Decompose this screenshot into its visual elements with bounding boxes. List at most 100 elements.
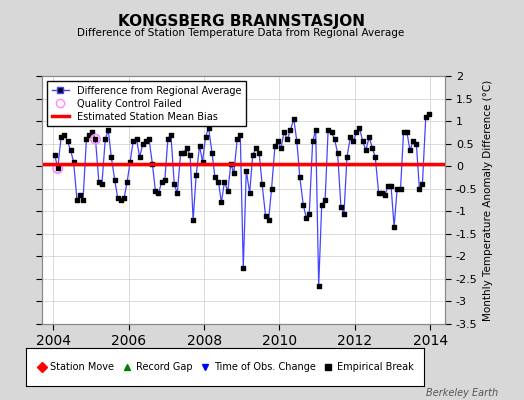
Point xyxy=(314,282,323,289)
Point xyxy=(274,138,282,144)
Point xyxy=(292,138,301,144)
Point xyxy=(280,129,288,136)
Point xyxy=(255,150,264,156)
Point xyxy=(177,150,185,156)
Point xyxy=(85,132,94,138)
Point xyxy=(53,165,62,172)
Y-axis label: Monthly Temperature Anomaly Difference (°C): Monthly Temperature Anomaly Difference (… xyxy=(483,79,493,321)
Point xyxy=(330,136,339,142)
Point xyxy=(305,210,313,217)
Point xyxy=(399,129,408,136)
Point xyxy=(375,190,383,196)
Point xyxy=(76,192,84,199)
Point xyxy=(371,154,379,160)
Point xyxy=(170,181,179,188)
Point xyxy=(208,150,216,156)
Legend: Difference from Regional Average, Quality Control Failed, Estimated Station Mean: Difference from Regional Average, Qualit… xyxy=(47,81,246,126)
Point xyxy=(204,125,213,131)
Point xyxy=(258,181,266,188)
Point xyxy=(406,147,414,154)
Point xyxy=(192,172,200,178)
Point xyxy=(299,201,308,208)
Point xyxy=(135,154,144,160)
Point xyxy=(88,129,96,136)
Point xyxy=(252,145,260,151)
Point xyxy=(53,165,62,172)
Point xyxy=(73,197,81,203)
Point xyxy=(57,134,66,140)
Point xyxy=(163,136,172,142)
Point xyxy=(199,158,207,165)
Point xyxy=(180,150,188,156)
Point xyxy=(91,136,100,142)
Point xyxy=(333,150,342,156)
Point xyxy=(390,224,398,230)
Point xyxy=(139,140,147,147)
Point xyxy=(60,132,68,138)
Point xyxy=(309,138,317,144)
Point xyxy=(126,158,134,165)
Point xyxy=(403,129,411,136)
Point xyxy=(91,136,100,142)
Point xyxy=(340,210,348,217)
Point xyxy=(422,113,430,120)
Point xyxy=(349,138,357,144)
Point xyxy=(318,201,326,208)
Point xyxy=(286,127,294,133)
Point xyxy=(380,192,389,199)
Point xyxy=(227,161,235,167)
Point xyxy=(133,136,141,142)
Point xyxy=(211,174,219,181)
Point xyxy=(182,145,191,151)
Point xyxy=(186,152,194,158)
Point xyxy=(195,143,204,149)
Point xyxy=(224,188,232,194)
Point xyxy=(220,179,228,185)
Point xyxy=(362,147,370,154)
Point xyxy=(148,161,157,167)
Point xyxy=(283,136,291,142)
Legend: Station Move, Record Gap, Time of Obs. Change, Empirical Break: Station Move, Record Gap, Time of Obs. C… xyxy=(33,358,418,376)
Point xyxy=(328,129,336,136)
Point xyxy=(236,132,245,138)
Point xyxy=(337,204,345,210)
Point xyxy=(201,134,210,140)
Point xyxy=(123,179,132,185)
Point xyxy=(142,138,150,144)
Point xyxy=(214,179,223,185)
Point xyxy=(248,152,257,158)
Point xyxy=(418,181,427,188)
Point xyxy=(230,170,238,176)
Point xyxy=(358,138,367,144)
Point xyxy=(104,127,113,133)
Point xyxy=(346,134,355,140)
Point xyxy=(161,176,169,183)
Point xyxy=(145,136,153,142)
Point xyxy=(387,183,395,190)
Point xyxy=(246,190,254,196)
Point xyxy=(264,217,272,224)
Point xyxy=(111,176,119,183)
Point xyxy=(120,194,128,201)
Point xyxy=(409,138,417,144)
Point xyxy=(69,158,78,165)
Point xyxy=(79,197,87,203)
Point xyxy=(355,125,364,131)
Point xyxy=(277,145,285,151)
Point xyxy=(302,215,310,221)
Point xyxy=(154,190,162,196)
Point xyxy=(101,136,110,142)
Point xyxy=(233,136,242,142)
Point xyxy=(412,140,421,147)
Point xyxy=(393,186,401,192)
Point xyxy=(239,264,247,271)
Point xyxy=(321,197,329,203)
Point xyxy=(129,138,137,144)
Point xyxy=(114,194,122,201)
Point xyxy=(82,136,91,142)
Point xyxy=(63,138,72,144)
Point xyxy=(116,197,125,203)
Point xyxy=(368,145,376,151)
Point xyxy=(343,154,351,160)
Point xyxy=(424,111,433,118)
